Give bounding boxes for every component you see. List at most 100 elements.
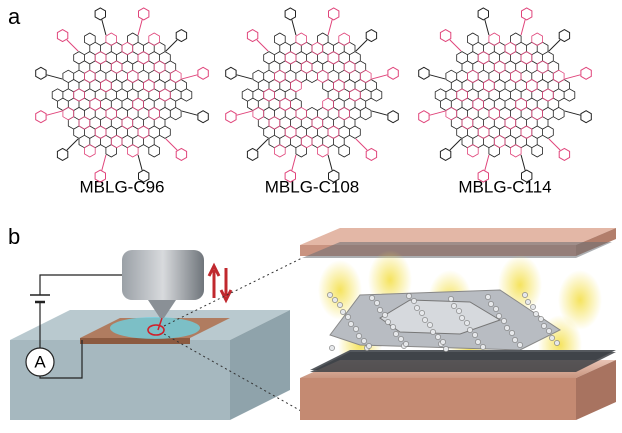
atom [504,325,510,331]
substituent-ring [477,169,489,183]
base-side [230,310,290,420]
molecule-core [445,32,565,158]
base-front [10,340,230,420]
substituent-ring [138,169,150,183]
substituent-ring [284,7,296,21]
substituent-bond [256,138,269,151]
substituent-bond [371,110,388,116]
atom [451,303,457,309]
atom [467,327,473,333]
substituent-ring [138,7,150,21]
atom [472,332,478,338]
substituent-ring [246,29,259,43]
substituent-ring [558,29,571,43]
substituent-bond [291,154,297,171]
substituent-bond [564,110,581,116]
substituent-bond [236,110,253,116]
atom [337,302,343,308]
atom [533,311,539,317]
atom [475,339,481,345]
substituent-bond [236,74,253,80]
glow [558,270,602,330]
tip-holder [122,250,204,300]
substituent-bond [355,138,368,151]
substituent-bond [429,110,446,116]
substituent-bond [548,138,561,151]
substituent-bond [165,138,178,151]
substituent-ring [521,7,533,21]
atom [356,333,362,339]
substituent-bond [66,39,79,52]
atom [366,343,372,349]
atom [327,292,333,298]
substituent-ring [418,110,430,124]
atom [456,308,462,314]
substituent-bond [101,154,107,171]
droplet [110,317,200,339]
substituent-ring [225,110,237,124]
substituent-ring [328,169,340,183]
atom [448,296,454,302]
zoom-line [163,257,303,327]
atom [345,314,351,320]
substituent-ring [94,7,106,21]
atom [419,310,425,316]
substituent-ring [175,147,188,161]
atom [538,316,544,322]
bottom-graphene [310,352,616,372]
substituent-bond [449,39,462,52]
atom [329,345,335,351]
atom [493,306,499,312]
atom [332,297,338,303]
substituent-bond [46,110,63,116]
atom [385,319,391,325]
substituent-ring [418,66,430,80]
atom [522,292,528,298]
atom [554,340,560,346]
substituent-ring [197,110,209,124]
substituent-ring [328,7,340,21]
substituent-ring [477,7,489,21]
substituent-ring [56,29,69,43]
glow [318,260,362,320]
wire [39,274,122,295]
atom [353,326,359,332]
substituent-ring [439,147,452,161]
substituent-bond [371,74,388,80]
atom [485,294,491,300]
panel-label: b [8,224,20,249]
atom [509,330,515,336]
substituent-ring [580,66,592,80]
substituent-bond [137,19,143,36]
junction-marker [147,324,165,336]
substituent-ring [284,169,296,183]
bottom-electrode-side [576,360,616,420]
substrate-edge [80,338,190,344]
atom [340,309,346,315]
atom [369,295,375,301]
substituent-ring [521,169,533,183]
atom [530,304,536,310]
substituent-bond [327,154,333,171]
substituent-bond [520,154,526,171]
wire [39,340,83,379]
atom [361,338,367,344]
substituent-bond [181,74,198,80]
substituent-bond [355,39,368,52]
atom [512,337,518,343]
atom [464,320,470,326]
atom [422,317,428,323]
arrow-down [219,268,233,304]
substituent-ring [387,66,399,80]
atom [411,298,417,304]
substituent-ring [175,29,188,43]
atom [403,341,409,347]
atom [374,300,380,306]
substituent-ring [225,66,237,80]
atom [501,318,507,324]
atoms [327,292,560,352]
atom [393,331,399,337]
bottom-electrode-edge [300,378,576,420]
atom [480,344,486,350]
